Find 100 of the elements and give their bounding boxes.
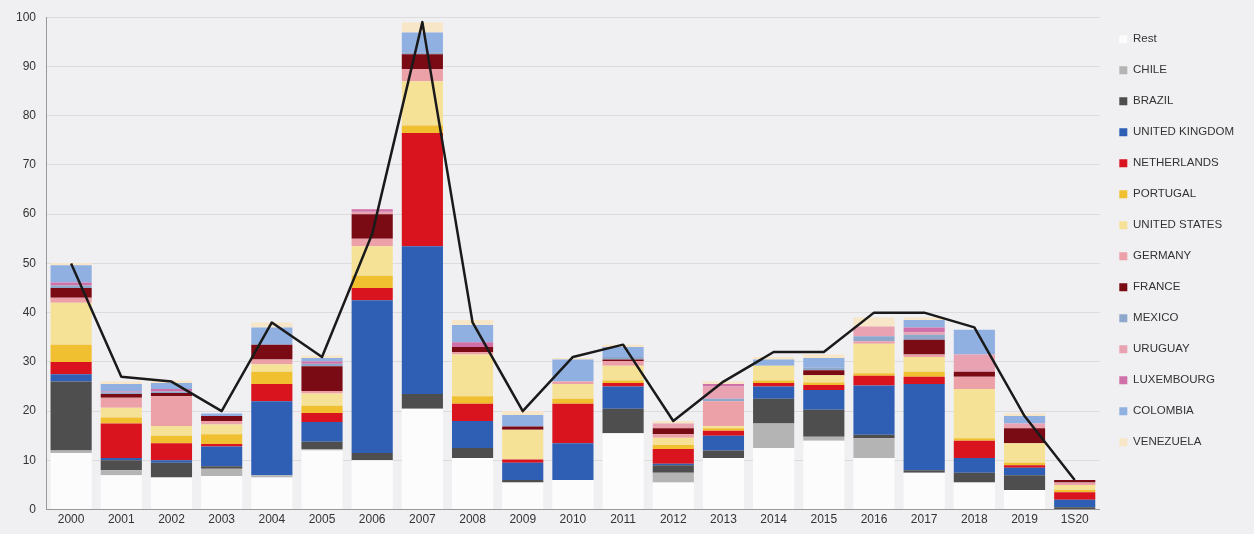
- x-tick-label: 2011: [610, 512, 637, 527]
- x-tick-label: 2014: [760, 512, 788, 527]
- x-tick-label: 1S20: [1060, 512, 1090, 527]
- y-tick-label: 50: [22, 255, 37, 270]
- bar: [602, 408, 644, 434]
- bar: [301, 393, 343, 406]
- bar: [652, 437, 694, 446]
- bar: [652, 445, 694, 450]
- bar: [251, 475, 293, 478]
- bar: [150, 396, 193, 426]
- bar: [1003, 428, 1046, 444]
- bar: [50, 344, 92, 362]
- bar: [803, 436, 845, 441]
- bar: [803, 354, 845, 358]
- bar: [351, 460, 393, 510]
- bar: [853, 326, 895, 337]
- y-tick-label: 20: [22, 403, 37, 418]
- bar: [1054, 492, 1096, 500]
- bar: [251, 384, 293, 402]
- bar: [451, 354, 494, 397]
- bar: [702, 401, 745, 426]
- legend-label: FRANCE: [1133, 280, 1181, 293]
- bar: [953, 457, 995, 473]
- bar: [1054, 499, 1096, 508]
- bar: [351, 275, 393, 289]
- bar: [100, 407, 142, 418]
- bar: [652, 428, 694, 435]
- y-tick-label: 80: [22, 107, 37, 122]
- bar: [953, 438, 995, 441]
- bar: [853, 375, 895, 386]
- bar: [903, 327, 945, 333]
- legend-label: PORTUGAL: [1133, 187, 1197, 200]
- bar: [702, 457, 745, 510]
- bar: [1003, 475, 1046, 490]
- bar: [753, 448, 795, 510]
- bar: [100, 423, 142, 458]
- bar: [100, 460, 142, 471]
- y-tick-label: 90: [22, 58, 37, 73]
- x-tick-label: 2007: [409, 512, 437, 527]
- bar: [451, 457, 494, 510]
- bar: [552, 384, 594, 399]
- bar: [803, 389, 845, 410]
- bar: [502, 415, 544, 427]
- bar: [1003, 467, 1046, 476]
- bar: [803, 440, 845, 510]
- bar: [953, 329, 995, 355]
- bar: [150, 477, 193, 510]
- bar: [903, 371, 945, 377]
- bar: [903, 332, 945, 335]
- x-tick-label: 2000: [57, 512, 85, 527]
- bar: [552, 398, 594, 404]
- x-tick-label: 2003: [208, 512, 236, 527]
- legend-label: URUGUAY: [1133, 342, 1191, 355]
- bar: [451, 347, 494, 353]
- y-tick-label: 70: [22, 157, 37, 172]
- x-tick-label: 2012: [659, 512, 687, 527]
- bar: [301, 441, 343, 450]
- bar: [401, 393, 443, 409]
- bar: [251, 359, 293, 365]
- bar: [1003, 443, 1046, 463]
- bar: [953, 482, 995, 510]
- bar: [753, 423, 795, 449]
- bar: [953, 472, 995, 483]
- bar: [451, 320, 494, 325]
- bar: [953, 388, 995, 439]
- bar: [552, 403, 594, 444]
- legend-label: LUXEMBOURG: [1133, 373, 1215, 386]
- bar: [100, 475, 142, 510]
- bar: [351, 452, 393, 461]
- bar: [803, 357, 845, 368]
- bar: [652, 482, 694, 510]
- bar: [401, 408, 443, 510]
- legend-label: Rest: [1133, 32, 1158, 45]
- bar: [1003, 489, 1046, 510]
- x-tick-label: 2010: [559, 512, 587, 527]
- bar: [201, 416, 243, 421]
- legend-label: MEXICO: [1133, 311, 1179, 324]
- bar: [502, 482, 544, 510]
- x-tick-label: 2018: [961, 512, 989, 527]
- bar: [150, 460, 193, 463]
- y-tick-label: 40: [22, 304, 37, 319]
- bar: [251, 477, 293, 510]
- y-tick-label: 30: [22, 354, 37, 369]
- bar: [201, 434, 243, 445]
- bar: [50, 361, 92, 375]
- y-tick-label: 60: [22, 206, 37, 221]
- y-tick-label: 100: [15, 9, 37, 24]
- legend-label: COLOMBIA: [1133, 404, 1195, 417]
- bar: [150, 435, 193, 444]
- x-tick-label: 2019: [1011, 512, 1039, 527]
- bar: [702, 430, 745, 436]
- bar: [903, 356, 945, 372]
- bar: [150, 462, 193, 478]
- bar: [401, 132, 443, 247]
- bar: [502, 426, 544, 430]
- bar: [50, 381, 92, 451]
- bar: [50, 297, 92, 303]
- bar: [702, 450, 745, 458]
- bar: [502, 480, 544, 483]
- bar: [903, 470, 945, 473]
